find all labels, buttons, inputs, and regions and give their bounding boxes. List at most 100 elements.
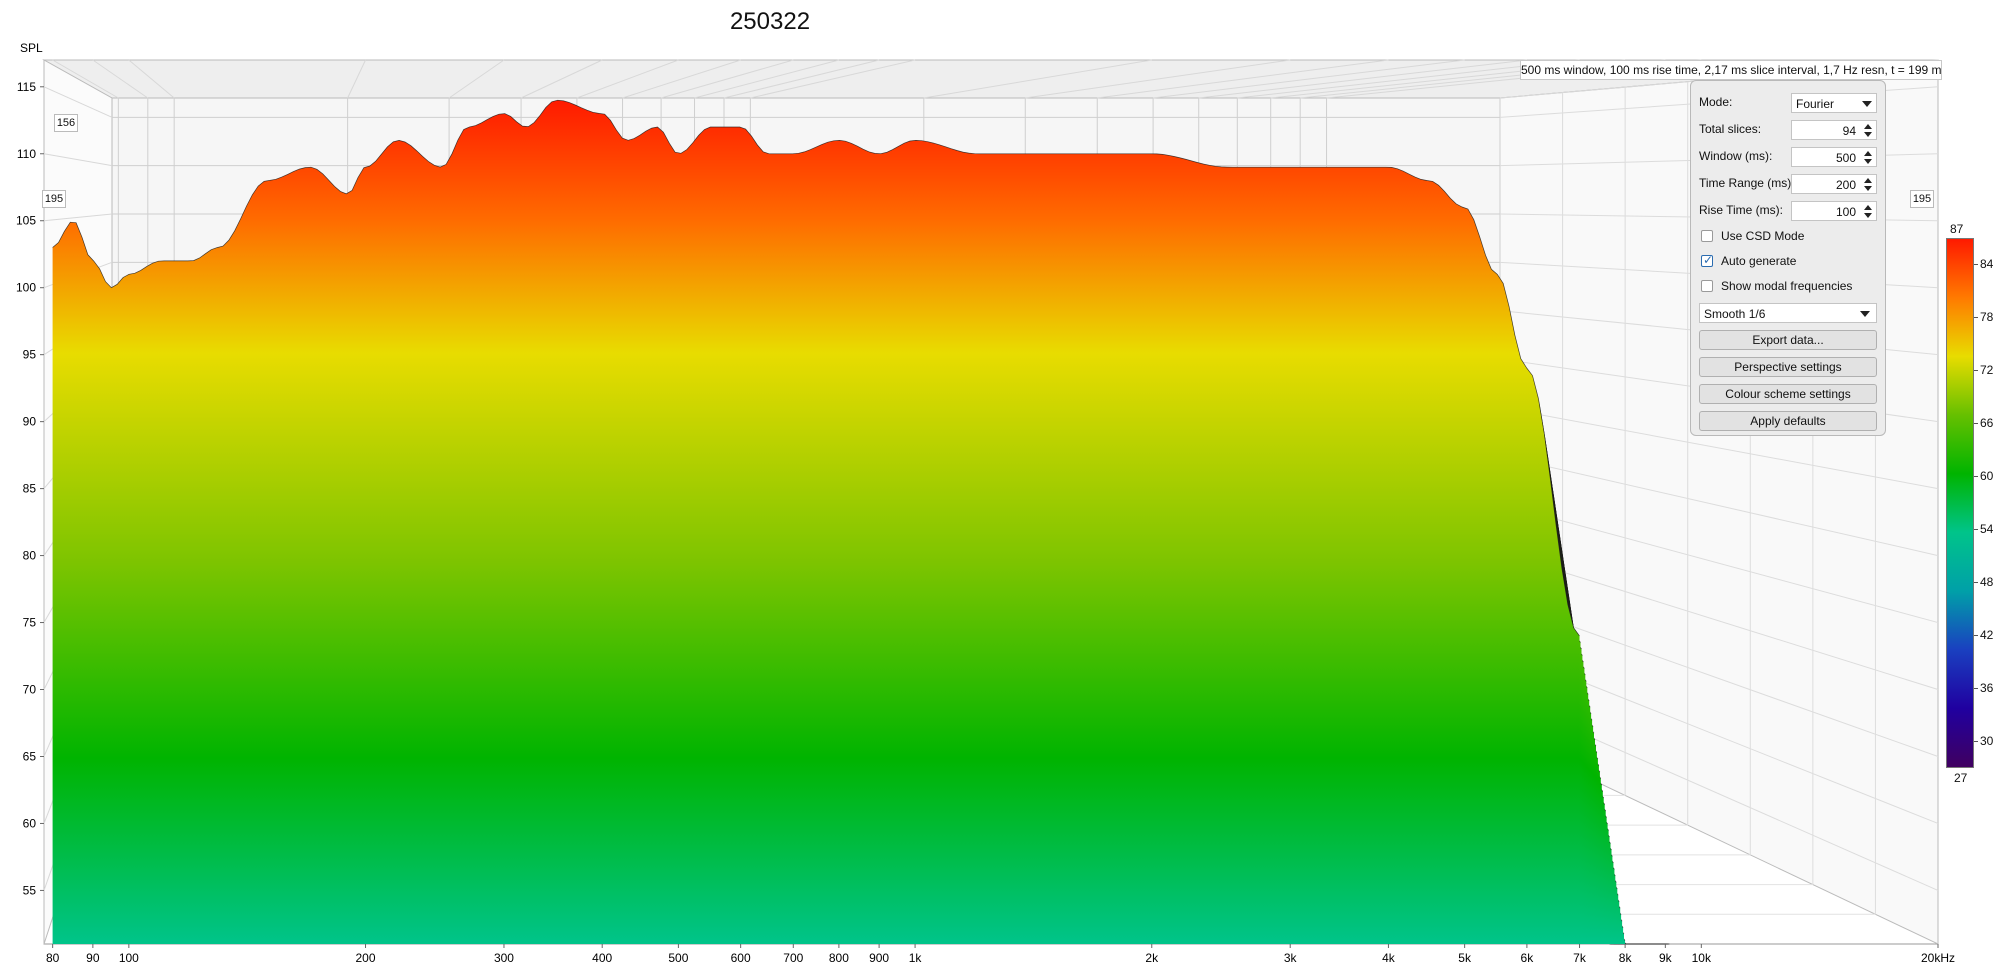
y-tick-label: 65 [23, 749, 37, 763]
time-range-stepper[interactable]: 200 [1791, 174, 1877, 194]
window-stepper[interactable]: 500 [1791, 147, 1877, 167]
total-slices-value: 94 [1842, 124, 1856, 138]
ceiling-gridline [1153, 59, 1465, 99]
colorbar-tick-label: 30 [1980, 734, 1994, 748]
ceiling-gridline [128, 59, 175, 99]
spin-up-icon[interactable] [1864, 178, 1872, 183]
axes: SPL 55 60 65 70 75 80 85 90 95 100 105 110 115 80 90 100… [16, 41, 1955, 965]
waterfall-slices [52, 99, 1670, 945]
use-csd-row[interactable]: Use CSD Mode [1699, 225, 1877, 249]
colorbar [1946, 238, 1974, 768]
x-tick-label: 9k [1659, 951, 1673, 965]
ceiling-gridline [92, 59, 149, 99]
apply-defaults-button[interactable]: Apply defaults [1699, 411, 1877, 431]
y-tick-label: 115 [17, 80, 36, 94]
rise-time-stepper[interactable]: 100 [1791, 201, 1877, 221]
y-tick-label: 100 [16, 281, 36, 295]
colour-scheme-settings-button[interactable]: Colour scheme settings [1699, 384, 1877, 404]
chevron-down-icon [1860, 311, 1870, 317]
spin-down-icon[interactable] [1864, 159, 1872, 164]
corner-label-left: 195 [42, 190, 66, 208]
colorbar-tick-label: 60 [1980, 469, 1994, 483]
defaults-row: Apply defaults [1699, 409, 1877, 433]
chart-title: 250322 [729, 8, 811, 35]
ceiling-gridline [750, 59, 916, 99]
time-range-label: Time Range (ms): [1699, 176, 1795, 190]
spin-down-icon[interactable] [1864, 213, 1872, 218]
checkmark-icon: ✓ [1703, 253, 1714, 267]
x-tick-label: 700 [783, 951, 803, 965]
auto-generate-row[interactable]: ✓ Auto generate [1699, 250, 1877, 274]
colorbar-tick-label: 48 [1980, 575, 1994, 589]
spin-down-icon[interactable] [1864, 132, 1872, 137]
show-modal-label: Show modal frequencies [1721, 279, 1853, 293]
rise-time-row: Rise Time (ms): 100 [1699, 199, 1877, 223]
ceiling-gridline [694, 59, 840, 99]
side-wall-gridline [43, 213, 113, 222]
ceiling-gridline [1097, 59, 1389, 99]
x-tick-label: 5k [1458, 951, 1472, 965]
colorbar-tick [1974, 635, 1978, 636]
settings-panel: Mode: Fourier Total slices: 94 Window (m… [1690, 80, 1886, 436]
colorbar-tick [1974, 688, 1978, 689]
x-tick-label: 500 [668, 951, 688, 965]
time-range-row: Time Range (ms): 200 [1699, 172, 1877, 196]
colorbar-tick [1974, 264, 1978, 265]
use-csd-checkbox[interactable] [1701, 230, 1713, 242]
y-tick-label: 70 [23, 683, 37, 697]
smoothing-select[interactable]: Smooth 1/6 [1699, 303, 1877, 323]
ceiling-gridline [448, 59, 505, 99]
ceiling-gridline [576, 59, 679, 99]
y-tick-label: 75 [23, 616, 37, 630]
chevron-down-icon [1862, 101, 1872, 107]
mode-value: Fourier [1796, 97, 1835, 111]
ceiling-gridline [1025, 59, 1291, 99]
y-tick-label: 85 [23, 482, 37, 496]
spin-down-icon[interactable] [1864, 186, 1872, 191]
mode-label: Mode: [1699, 95, 1733, 109]
y-tick-label: 105 [16, 214, 36, 228]
side-wall-gridline [1499, 503, 1939, 624]
side-wall-gridline [1499, 406, 1939, 490]
x-tick-label: 600 [731, 951, 751, 965]
colorbar-top-label: 87 [1950, 222, 1964, 236]
x-tick-label: 20kHz [1921, 951, 1955, 965]
window-value: 500 [1835, 151, 1856, 165]
colorbar-tick [1974, 476, 1978, 477]
y-tick-label: 95 [23, 348, 37, 362]
spin-up-icon[interactable] [1864, 205, 1872, 210]
y-tick-label: 55 [23, 883, 37, 897]
perspective-row: Perspective settings [1699, 355, 1877, 379]
x-tick-label: 3k [1284, 951, 1298, 965]
total-slices-stepper[interactable]: 94 [1791, 120, 1877, 140]
ceiling-gridline [520, 59, 603, 99]
show-modal-checkbox[interactable] [1701, 280, 1713, 292]
auto-generate-checkbox[interactable]: ✓ [1701, 253, 1714, 267]
colorbar-tick-label: 54 [1980, 522, 1994, 536]
rise-time-value: 100 [1835, 205, 1856, 219]
rise-time-label: Rise Time (ms): [1699, 203, 1783, 217]
spin-up-icon[interactable] [1864, 124, 1872, 129]
export-data-button[interactable]: Export data... [1699, 330, 1877, 350]
colorbar-tick [1974, 317, 1978, 318]
colorbar-tick-label: 36 [1980, 681, 1994, 695]
side-wall-gridline [1499, 551, 1939, 690]
x-tick-label: 7k [1573, 951, 1587, 965]
show-modal-row[interactable]: Show modal frequencies [1699, 275, 1877, 299]
side-wall-gridline [1499, 455, 1939, 557]
colorbar-tick-label: 84 [1980, 257, 1994, 271]
window-row: Window (ms): 500 [1699, 145, 1877, 169]
spin-up-icon[interactable] [1864, 151, 1872, 156]
ceiling-gridline [723, 59, 880, 99]
smoothing-value: Smooth 1/6 [1704, 307, 1766, 321]
x-tick-label: 4k [1382, 951, 1396, 965]
ceiling-gridline [52, 59, 119, 99]
colorbar-bottom-label: 27 [1954, 771, 1968, 785]
y-tick-label: 110 [17, 147, 36, 161]
x-tick-label: 8k [1619, 951, 1633, 965]
perspective-settings-button[interactable]: Perspective settings [1699, 357, 1877, 377]
colorbar-tick [1974, 423, 1978, 424]
ceiling-gridline [1198, 59, 1527, 99]
x-tick-label: 100 [119, 951, 139, 965]
mode-select[interactable]: Fourier [1791, 93, 1877, 113]
